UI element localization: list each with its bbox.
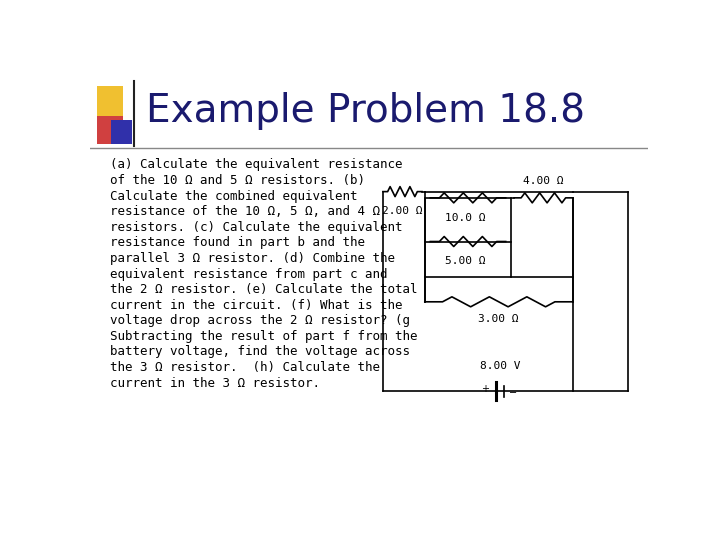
Text: 10.0 Ω: 10.0 Ω — [445, 213, 485, 222]
Text: battery voltage, find the voltage across: battery voltage, find the voltage across — [109, 346, 410, 359]
Text: the 2 Ω resistor. (e) Calculate the total: the 2 Ω resistor. (e) Calculate the tota… — [109, 283, 417, 296]
Text: the 3 Ω resistor.  (h) Calculate the: the 3 Ω resistor. (h) Calculate the — [109, 361, 379, 374]
FancyBboxPatch shape — [96, 85, 124, 120]
Text: voltage drop across the 2 Ω resistor? (g: voltage drop across the 2 Ω resistor? (g — [109, 314, 410, 327]
Text: 2.00 Ω: 2.00 Ω — [382, 206, 423, 216]
Text: Example Problem 18.8: Example Problem 18.8 — [145, 92, 585, 130]
Text: 5.00 Ω: 5.00 Ω — [445, 256, 485, 266]
Text: current in the 3 Ω resistor.: current in the 3 Ω resistor. — [109, 377, 320, 390]
Bar — [425, 198, 511, 277]
Text: 3.00 Ω: 3.00 Ω — [479, 314, 519, 325]
Text: parallel 3 Ω resistor. (d) Combine the: parallel 3 Ω resistor. (d) Combine the — [109, 252, 395, 265]
Text: +: + — [482, 384, 490, 394]
Text: 8.00 V: 8.00 V — [480, 361, 521, 371]
FancyBboxPatch shape — [96, 116, 124, 144]
Text: resistors. (c) Calculate the equivalent: resistors. (c) Calculate the equivalent — [109, 221, 402, 234]
Text: current in the circuit. (f) What is the: current in the circuit. (f) What is the — [109, 299, 402, 312]
Text: Subtracting the result of part f from the: Subtracting the result of part f from th… — [109, 330, 417, 343]
Text: (a) Calculate the equivalent resistance: (a) Calculate the equivalent resistance — [109, 158, 402, 171]
FancyBboxPatch shape — [111, 120, 132, 144]
Text: Calculate the combined equivalent: Calculate the combined equivalent — [109, 190, 357, 202]
Text: 4.00 Ω: 4.00 Ω — [523, 176, 564, 186]
Text: resistance found in part b and the: resistance found in part b and the — [109, 237, 364, 249]
Text: of the 10 Ω and 5 Ω resistors. (b): of the 10 Ω and 5 Ω resistors. (b) — [109, 174, 364, 187]
Text: resistance of the 10 Ω, 5 Ω, and 4 Ω: resistance of the 10 Ω, 5 Ω, and 4 Ω — [109, 205, 379, 218]
Text: −: − — [508, 388, 517, 399]
Text: equivalent resistance from part c and: equivalent resistance from part c and — [109, 267, 387, 280]
